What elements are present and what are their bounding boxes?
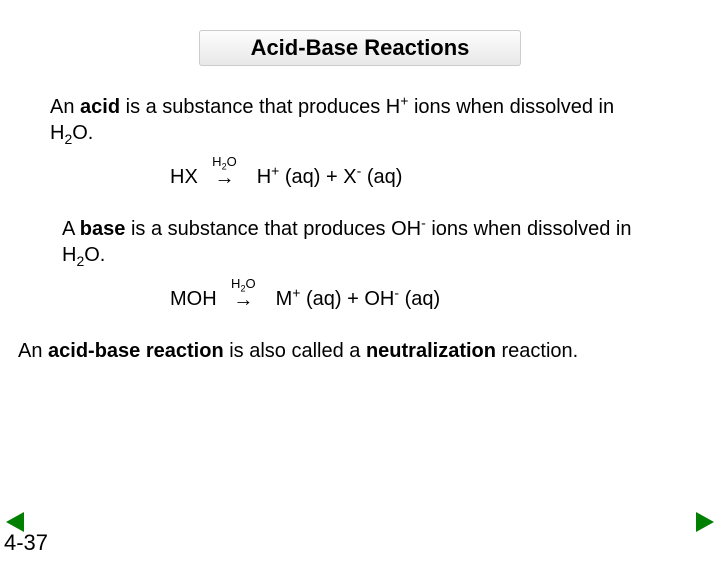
text: H <box>231 276 240 291</box>
text: reaction. <box>496 340 578 362</box>
text: O <box>227 154 237 169</box>
slide-title: Acid-Base Reactions <box>199 30 521 66</box>
bold-acid: acid <box>80 96 120 118</box>
text: O. <box>72 122 93 144</box>
eq-lhs: MOH <box>170 288 217 310</box>
arrow-label: H2O <box>231 277 256 290</box>
prev-slide-button[interactable] <box>6 512 24 532</box>
text: (aq) + OH <box>300 288 394 310</box>
text: O <box>246 276 256 291</box>
reaction-arrow: H2O → <box>233 290 253 310</box>
neutralization-definition: An acid-base reaction is also called a n… <box>18 338 708 364</box>
text: M <box>276 288 293 310</box>
text: (aq) <box>399 288 440 310</box>
text: is also called a <box>224 340 366 362</box>
eq-lhs: HX <box>170 166 198 188</box>
text: O. <box>84 244 105 266</box>
text: (aq) + X <box>279 166 356 188</box>
bold-reaction: acid-base reaction <box>48 340 224 362</box>
next-slide-button[interactable] <box>696 512 714 532</box>
text: is a substance that produces H <box>120 96 400 118</box>
base-definition: A base is a substance that produces OH- … <box>62 216 662 268</box>
bold-neutralization: neutralization <box>366 340 496 362</box>
text: An <box>50 96 80 118</box>
text: H <box>257 166 271 188</box>
bold-base: base <box>80 218 126 240</box>
reaction-arrow: H2O → <box>214 168 234 188</box>
text: is a substance that produces OH <box>125 218 421 240</box>
acid-definition: An acid is a substance that produces H+ … <box>50 94 650 146</box>
page-number: 4-37 <box>4 530 48 556</box>
arrow-label: H2O <box>212 155 237 168</box>
text: H <box>212 154 221 169</box>
text: (aq) <box>361 166 402 188</box>
base-equation: MOH H2O → M+ (aq) + OH- (aq) <box>170 286 720 312</box>
acid-equation: HX H2O → H+ (aq) + X- (aq) <box>170 164 720 190</box>
text: A <box>62 218 80 240</box>
text: An <box>18 340 48 362</box>
